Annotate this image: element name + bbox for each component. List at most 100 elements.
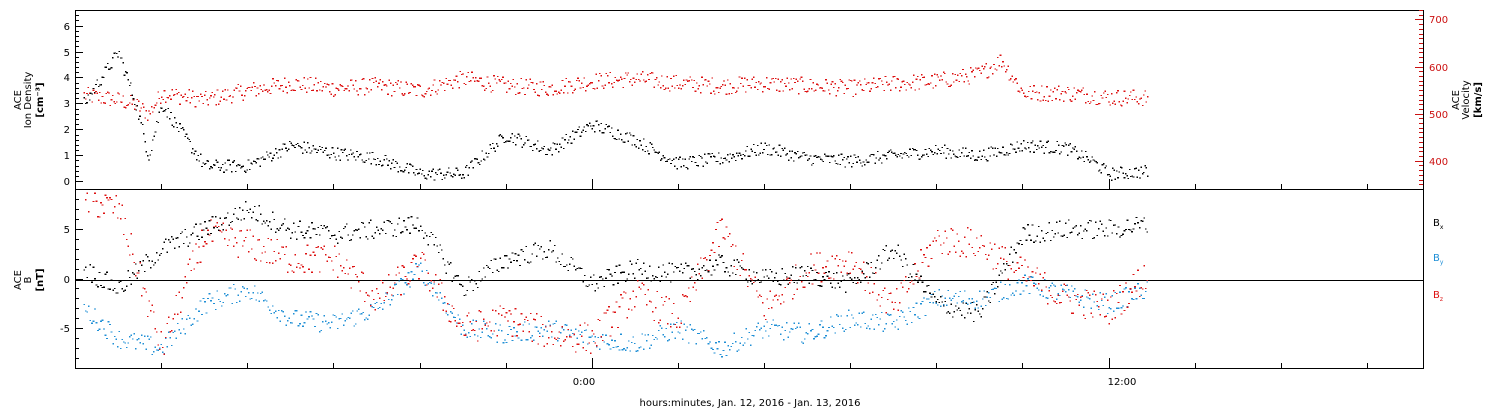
by-point [660,327,663,329]
by-point [921,300,924,303]
density-point [889,149,892,151]
bx-point [468,276,470,278]
by-point [468,332,470,334]
bx-point [858,278,860,281]
by-point [153,351,155,353]
density-point [915,149,918,152]
velocity-point [566,92,569,94]
bz-point [1143,265,1145,267]
density-point [980,158,982,161]
velocity-point [494,78,497,80]
bz-point [645,304,648,306]
density-point [383,159,385,161]
bz-point [365,292,368,294]
density-point [177,130,180,133]
density-point [799,156,801,158]
bz-point [373,298,375,301]
density-point [484,159,486,161]
bx-point [300,231,303,233]
bx-point [1093,237,1096,239]
velocity-point [950,84,953,86]
bx-point [1019,239,1022,242]
by-point [125,346,128,349]
velocity-point [649,72,652,75]
density-point [143,133,145,135]
by-point [936,304,939,306]
bx-point [606,268,609,271]
bx-point [945,312,948,314]
density-point [1061,144,1064,147]
density-point [743,155,746,157]
bx-point [388,220,390,222]
by-point [139,342,141,344]
velocity-point [699,92,702,94]
by-point [722,349,725,352]
bx-point [519,264,521,267]
velocity-point [515,93,517,96]
velocity-point [547,94,549,96]
velocity-point [407,92,410,94]
velocity-point [321,90,323,92]
by-point [1006,297,1008,300]
by-point [648,347,651,349]
bx-point [769,268,772,271]
density-point [1136,176,1139,178]
velocity-point [373,81,375,84]
velocity-point [879,77,882,80]
velocity-point [311,89,313,92]
by-point [667,340,669,342]
density-point [763,148,765,151]
bx-point [213,227,215,229]
bx-point [918,279,921,281]
bz-point [437,283,440,285]
velocity-point [736,90,738,92]
bz-point [442,309,444,311]
by-point [1052,284,1055,286]
bx-point [353,230,355,232]
density-point [612,135,614,137]
velocity-point [1015,78,1017,80]
bz-point [394,282,396,284]
bz-point [416,265,419,268]
by-point [1080,299,1082,301]
density-point [559,143,561,145]
density-point [701,157,703,159]
density-point [1074,146,1077,148]
density-point [250,162,252,164]
density-point [289,140,291,143]
by-point [386,293,389,295]
bx-point [1046,231,1049,234]
bx-point [291,232,294,234]
bz-point [1072,312,1074,314]
bx-point [318,234,321,236]
bx-point [781,268,784,270]
by-point [208,293,211,295]
density-point [1068,144,1070,146]
velocity-point [375,80,378,82]
bx-point [1111,232,1114,234]
density-point [491,142,494,145]
velocity-point [924,84,927,86]
bz-point [112,212,114,214]
density-point [211,167,214,169]
density-point [238,164,241,166]
density-point [268,156,270,158]
by-point [608,344,610,346]
bz-point [419,257,422,259]
bz-point [332,269,334,271]
density-point [708,153,711,155]
velocity-point [902,80,905,82]
by-point [632,336,634,338]
bx-point [960,314,963,316]
density-point [1112,167,1114,169]
by-point [929,301,931,304]
by-point [796,326,799,328]
bx-point [249,208,251,210]
bz-point [492,309,494,311]
by-point [1001,298,1004,300]
by-point [379,306,381,309]
velocity-point [745,91,747,93]
density-point [538,150,540,152]
bx-point [914,279,916,281]
density-point [246,169,248,171]
